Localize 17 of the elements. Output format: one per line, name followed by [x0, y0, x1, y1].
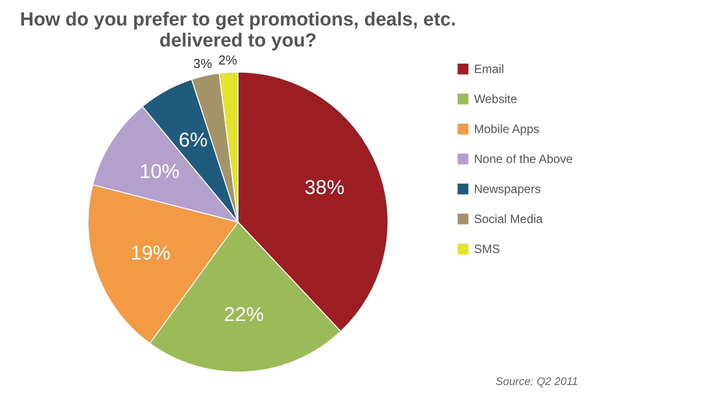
data-label: 19%	[130, 242, 171, 265]
text: delivered to you?	[159, 30, 317, 52]
text: How do you prefer to get promotions, deals, etc.	[20, 9, 456, 30]
data-label: 6%	[178, 130, 208, 152]
legend-label: Mobile Apps	[474, 122, 540, 136]
legend-label: Social Media	[474, 212, 544, 226]
legend-label: SMS	[474, 242, 500, 256]
legend-label: Website	[474, 92, 518, 106]
data-label: 10%	[139, 161, 180, 184]
data-label: 22%	[224, 304, 264, 326]
data-label: 38%	[304, 176, 345, 199]
legend-label: Newspapers	[474, 182, 541, 196]
data-label: 2%	[218, 52, 238, 68]
data-label: 3%	[193, 56, 212, 71]
source-note: Source: Q2 2011	[496, 376, 578, 388]
legend-label: None of the Above	[474, 152, 574, 166]
legend-label: Email	[474, 62, 504, 76]
